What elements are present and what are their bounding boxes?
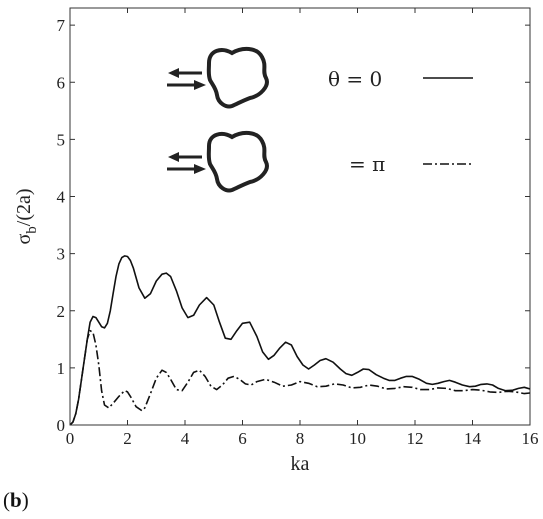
x-tick-label: 0: [66, 429, 75, 448]
legend: θ = 0 = π: [167, 46, 473, 193]
panel-label: (b): [3, 488, 29, 512]
x-tick-label: 10: [349, 429, 366, 448]
legend-label-theta-zero: θ = 0: [328, 67, 382, 91]
y-axis-label-rest: /(2a): [13, 188, 35, 226]
y-axis-label: σb/(2a): [13, 188, 40, 244]
x-tick-label: 12: [407, 429, 424, 448]
series-line-theta-zero: [70, 255, 530, 425]
y-axis-label-sub: b: [24, 226, 40, 234]
y-tick-label: 5: [57, 130, 66, 149]
series-line-theta-pi: [70, 329, 530, 425]
x-tick-label: 14: [464, 429, 482, 448]
x-tick-label: 2: [123, 429, 132, 448]
series-layer: [70, 255, 530, 425]
x-tick-label: 8: [296, 429, 305, 448]
y-tick-label: 0: [57, 416, 66, 435]
plot-frame: [69, 7, 531, 426]
scatterer-shape-icon: [206, 46, 269, 109]
x-tick-label: 16: [522, 429, 539, 448]
legend-label-theta-pi: = π: [349, 152, 385, 176]
y-tick-label: 4: [57, 188, 66, 207]
scattered-arrow-icon: [167, 80, 206, 90]
incident-arrow-icon: [168, 68, 202, 78]
y-tick-label: 1: [57, 359, 66, 378]
x-tick-label: 4: [181, 429, 190, 448]
y-tick-label: 7: [57, 16, 66, 35]
y-axis-label-main: σ: [13, 234, 35, 245]
scatterer-shape-icon: [206, 130, 269, 193]
y-tick-label: 2: [57, 302, 66, 321]
incident-arrow-icon: [168, 152, 202, 162]
panel-label-letter: b: [10, 488, 22, 512]
scattered-arrow-icon: [167, 164, 206, 174]
y-tick-label: 3: [57, 245, 66, 264]
x-axis-label: ka: [291, 453, 310, 475]
y-tick-label: 6: [57, 73, 66, 92]
x-tick-label: 6: [238, 429, 247, 448]
